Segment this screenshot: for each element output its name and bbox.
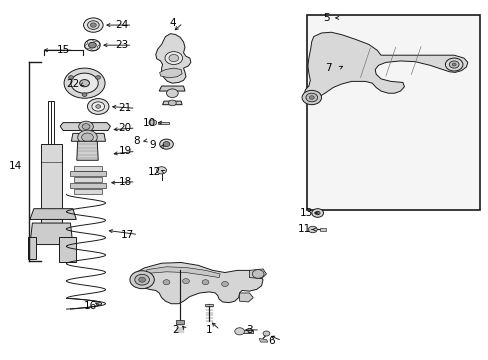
Polygon shape bbox=[41, 144, 62, 223]
Polygon shape bbox=[156, 34, 190, 83]
Polygon shape bbox=[304, 32, 467, 101]
Circle shape bbox=[163, 141, 169, 147]
Polygon shape bbox=[242, 330, 253, 333]
Circle shape bbox=[90, 23, 96, 27]
Circle shape bbox=[96, 76, 101, 79]
Text: 6: 6 bbox=[267, 336, 274, 346]
Circle shape bbox=[168, 54, 178, 62]
Text: 2: 2 bbox=[172, 325, 178, 335]
Circle shape bbox=[92, 102, 104, 111]
Circle shape bbox=[139, 277, 145, 282]
Circle shape bbox=[182, 279, 189, 284]
Text: 10: 10 bbox=[142, 118, 156, 128]
Circle shape bbox=[81, 133, 93, 141]
Circle shape bbox=[263, 331, 269, 336]
Polygon shape bbox=[259, 338, 267, 342]
Circle shape bbox=[96, 105, 101, 108]
Polygon shape bbox=[133, 262, 263, 304]
Circle shape bbox=[163, 280, 169, 285]
Circle shape bbox=[252, 270, 264, 278]
Text: 18: 18 bbox=[118, 177, 131, 187]
Circle shape bbox=[451, 63, 455, 66]
Polygon shape bbox=[146, 267, 220, 278]
Circle shape bbox=[157, 167, 166, 174]
Text: 1: 1 bbox=[205, 325, 212, 335]
Circle shape bbox=[311, 209, 323, 217]
Polygon shape bbox=[27, 237, 36, 259]
Circle shape bbox=[166, 89, 178, 98]
Text: 8: 8 bbox=[133, 136, 139, 145]
Text: 20: 20 bbox=[118, 123, 131, 133]
Polygon shape bbox=[59, 237, 76, 262]
Circle shape bbox=[87, 21, 99, 30]
Circle shape bbox=[221, 282, 228, 287]
Text: 17: 17 bbox=[121, 230, 134, 239]
Polygon shape bbox=[30, 209, 76, 220]
Polygon shape bbox=[77, 141, 98, 160]
Polygon shape bbox=[320, 228, 326, 231]
Text: 15: 15 bbox=[57, 45, 70, 55]
Text: 13: 13 bbox=[300, 208, 313, 218]
Text: 3: 3 bbox=[245, 325, 252, 335]
Text: 4: 4 bbox=[169, 18, 175, 28]
Polygon shape bbox=[48, 101, 54, 151]
Circle shape bbox=[445, 58, 462, 71]
Circle shape bbox=[202, 280, 208, 285]
Polygon shape bbox=[70, 183, 106, 188]
Circle shape bbox=[82, 124, 90, 130]
Text: 12: 12 bbox=[147, 167, 161, 177]
Circle shape bbox=[309, 96, 314, 99]
Text: 14: 14 bbox=[9, 161, 22, 171]
Text: 11: 11 bbox=[297, 225, 310, 234]
Circle shape bbox=[64, 68, 105, 98]
Circle shape bbox=[71, 73, 98, 93]
Text: 23: 23 bbox=[115, 40, 128, 50]
Circle shape bbox=[82, 93, 87, 96]
Circle shape bbox=[78, 130, 97, 144]
Circle shape bbox=[234, 328, 244, 335]
Polygon shape bbox=[71, 134, 105, 141]
Circle shape bbox=[130, 271, 154, 289]
Polygon shape bbox=[159, 86, 184, 91]
Circle shape bbox=[87, 99, 109, 114]
Circle shape bbox=[149, 120, 157, 126]
Polygon shape bbox=[159, 68, 182, 78]
Circle shape bbox=[302, 90, 321, 105]
Text: 24: 24 bbox=[115, 20, 128, 30]
Polygon shape bbox=[205, 304, 213, 306]
Circle shape bbox=[83, 18, 103, 32]
Circle shape bbox=[135, 274, 149, 285]
Polygon shape bbox=[60, 123, 110, 131]
Polygon shape bbox=[70, 171, 106, 176]
Circle shape bbox=[88, 42, 96, 48]
Text: 9: 9 bbox=[149, 140, 156, 150]
Polygon shape bbox=[74, 189, 102, 194]
Polygon shape bbox=[176, 320, 183, 324]
Circle shape bbox=[84, 40, 100, 51]
Circle shape bbox=[159, 139, 173, 149]
Polygon shape bbox=[74, 166, 102, 171]
Circle shape bbox=[164, 51, 182, 64]
Text: 7: 7 bbox=[325, 63, 331, 73]
Polygon shape bbox=[249, 269, 266, 279]
Circle shape bbox=[168, 100, 176, 106]
Bar bbox=[306, 15, 479, 211]
Circle shape bbox=[315, 211, 320, 215]
Circle shape bbox=[68, 76, 73, 79]
Polygon shape bbox=[30, 223, 73, 244]
Circle shape bbox=[308, 226, 317, 233]
Polygon shape bbox=[74, 177, 102, 182]
Polygon shape bbox=[158, 122, 168, 124]
Circle shape bbox=[448, 61, 458, 68]
Text: 19: 19 bbox=[118, 146, 131, 156]
Polygon shape bbox=[162, 101, 182, 105]
Text: 16: 16 bbox=[84, 301, 97, 311]
Circle shape bbox=[80, 80, 89, 87]
Polygon shape bbox=[239, 293, 253, 302]
Text: 21: 21 bbox=[118, 103, 131, 113]
Circle shape bbox=[79, 121, 93, 132]
Circle shape bbox=[305, 93, 317, 102]
Text: 22: 22 bbox=[66, 79, 80, 89]
Text: 5: 5 bbox=[323, 13, 329, 23]
